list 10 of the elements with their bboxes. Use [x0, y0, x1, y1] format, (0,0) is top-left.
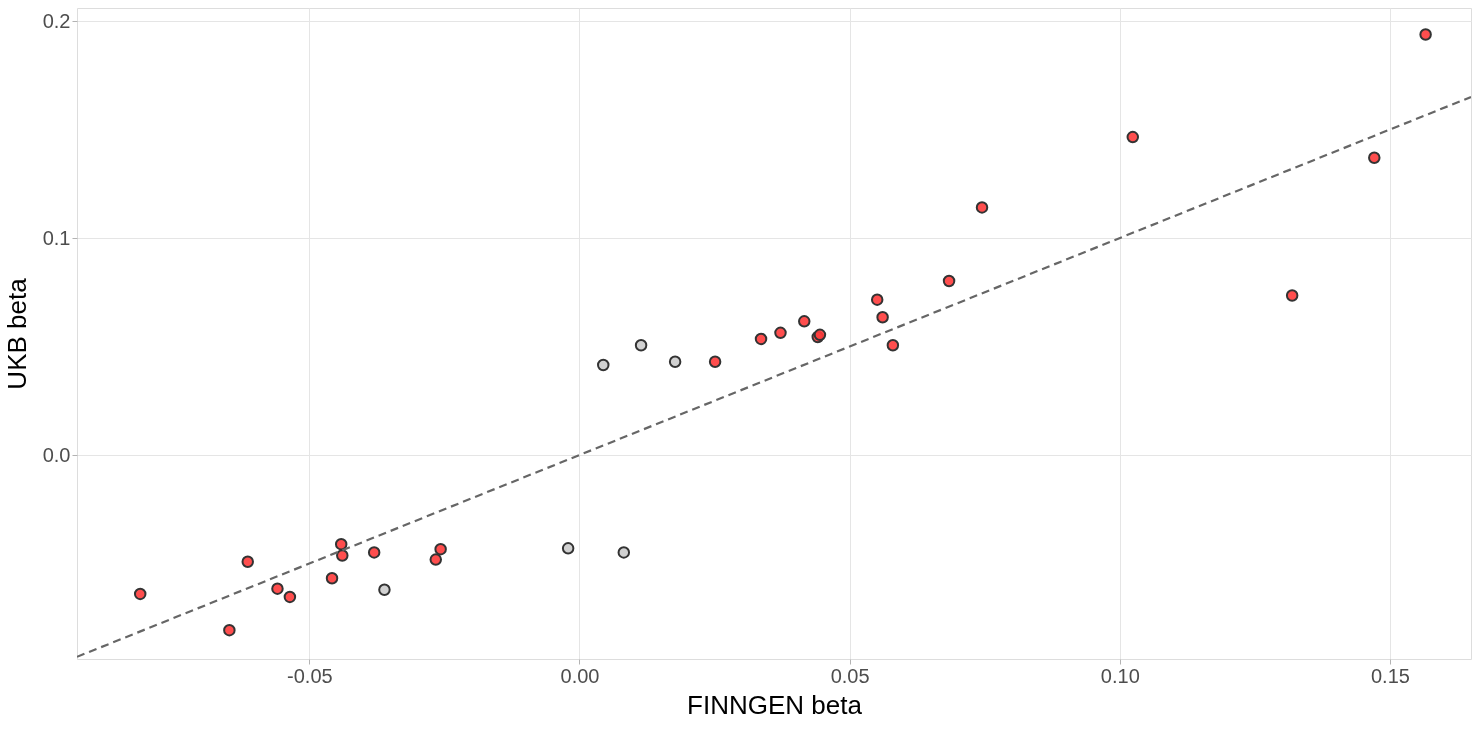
- x-axis-title: FINNGEN beta: [687, 689, 863, 720]
- x-tick-label: 0.15: [1370, 664, 1410, 687]
- y-tick-label: 0.0: [42, 443, 71, 466]
- x-tick-label: 0.10: [1100, 664, 1140, 687]
- y-axis-title: UKB beta: [1, 277, 32, 390]
- x-tick-label: -0.05: [287, 664, 333, 687]
- y-tick-label: 0.1: [42, 226, 71, 249]
- x-tick-label: 0.00: [560, 664, 600, 687]
- y-tick-label: 0.2: [42, 9, 71, 32]
- x-tick-label: 0.05: [830, 664, 870, 687]
